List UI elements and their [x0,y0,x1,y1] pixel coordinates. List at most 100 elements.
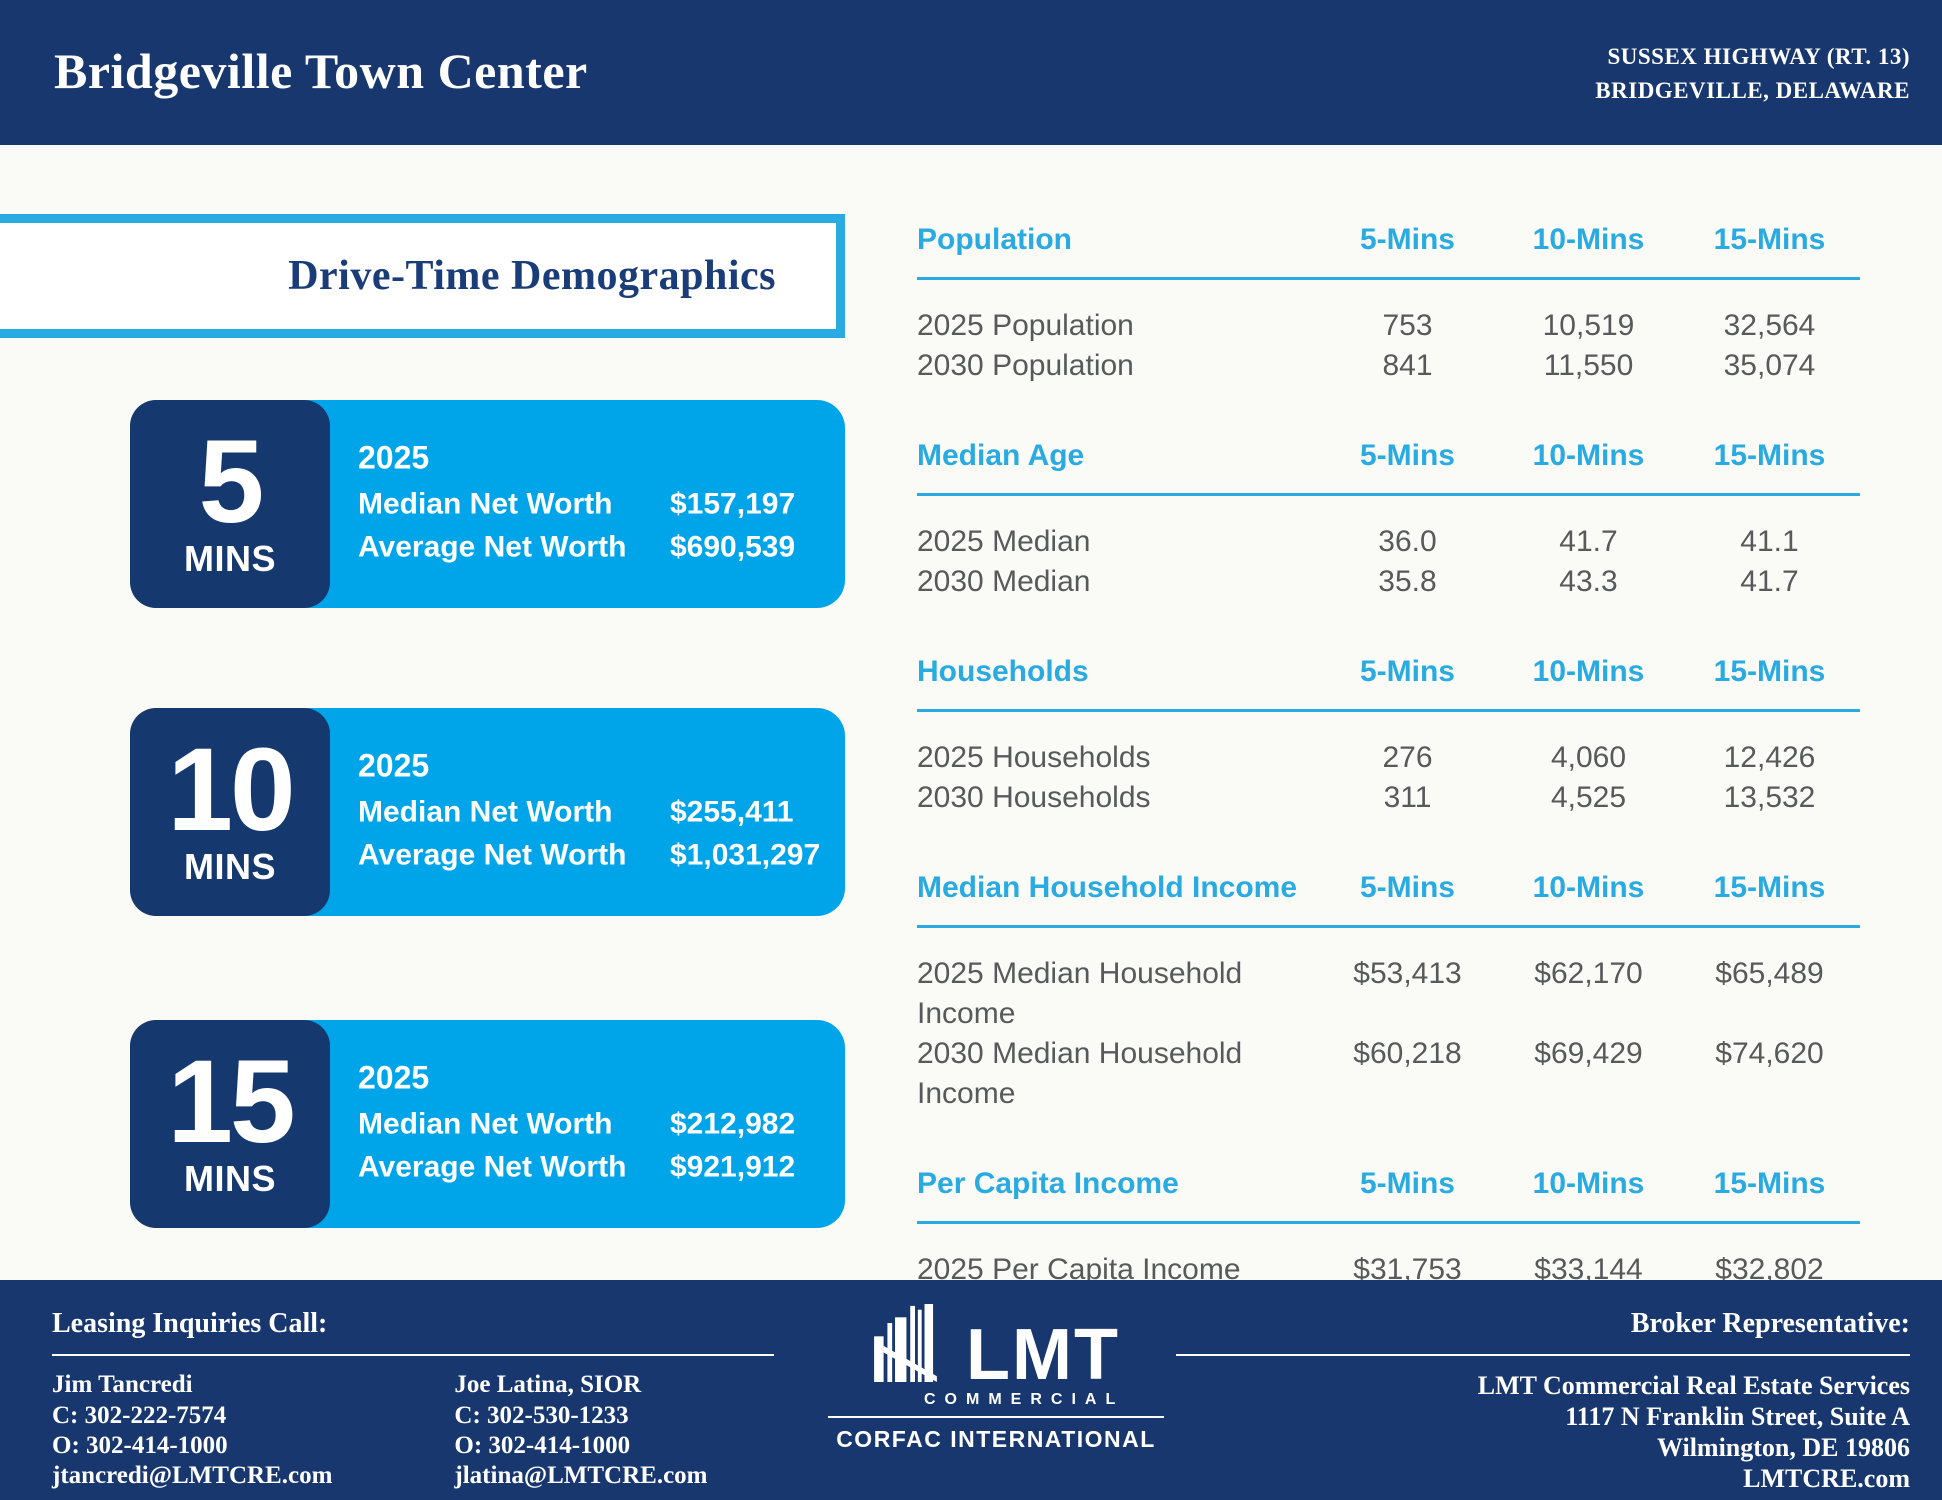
stat-value: $921,912 [670,1150,796,1184]
row-label: 2030 Households [917,781,1151,814]
address-line-1: SUSSEX HIGHWAY (RT. 13) [1607,44,1910,69]
column-header: 10-Mins [1532,439,1645,472]
drive-time-badge-15min: 15 MINS [130,1020,330,1228]
table-row: 2030 Households 311 4,525 13,532 [917,778,1860,818]
drive-time-card-5min: 5 MINS 2025 Median Net Worth $157,197 Av… [130,400,845,608]
table-row: 2030 Population 841 11,550 35,074 [917,346,1860,386]
contact-list: Jim Tancredi C: 302-222-7574 O: 302-414-… [52,1370,708,1491]
table-divider [917,925,1860,928]
table-divider [917,277,1860,280]
drive-time-card-15min: 15 MINS 2025 Median Net Worth $212,982 A… [130,1020,845,1228]
column-header: 10-Mins [1532,871,1645,904]
contact-name: Joe Latina, SIOR [454,1371,642,1398]
broker-city: Wilmington, DE 19806 [1656,1433,1910,1462]
card-stats: 2025 Median Net Worth $212,982 Average N… [358,1060,795,1189]
cell-value: 32,564 [1723,309,1816,342]
leasing-divider [52,1354,774,1356]
cell-value: $65,489 [1715,957,1824,990]
table-households: Households 5-Mins 10-Mins 15-Mins 2025 H… [917,654,1860,818]
logo-commercial-label: COMMERCIAL [924,1391,1125,1408]
column-header: 10-Mins [1532,655,1645,688]
cell-value: 4,060 [1550,741,1627,774]
stat-value: $1,031,297 [670,838,821,872]
card-stats: 2025 Median Net Worth $255,411 Average N… [358,748,820,877]
table-row: 2025 Households 276 4,060 12,426 [917,738,1860,778]
cell-value: 311 [1383,781,1432,814]
column-header: 5-Mins [1359,223,1455,256]
row-label: 2030 Population [917,349,1134,382]
drive-time-card-10min: 10 MINS 2025 Median Net Worth $255,411 A… [130,708,845,916]
cell-value: $60,218 [1353,1037,1462,1070]
card-row: Average Net Worth $921,912 [358,1146,795,1189]
column-header: 10-Mins [1532,223,1645,256]
table-header-row: Median Age 5-Mins 10-Mins 15-Mins [917,438,1860,474]
stat-label: Average Net Worth [358,838,627,872]
leasing-inquiries-title: Leasing Inquiries Call: [52,1308,328,1339]
badge-minutes: 10 [167,724,295,856]
contact-office-phone: O: 302-414-1000 [454,1432,631,1459]
column-header: 5-Mins [1359,1167,1455,1200]
row-label: 2025 Median [917,525,1091,558]
column-header: 5-Mins [1359,871,1455,904]
logo-name: LMT [966,1315,1120,1395]
contact-email: jtancredi@LMTCRE.com [52,1462,333,1489]
cell-value: $69,429 [1534,1037,1643,1070]
column-header: 5-Mins [1359,655,1455,688]
stat-label: Average Net Worth [358,530,627,564]
column-header: 15-Mins [1713,871,1826,904]
badge-mins-label: MINS [184,538,276,579]
row-label: 2025 Median Household Income [917,957,1243,1030]
table-title: Median Household Income [917,871,1298,904]
table-title: Households [917,655,1089,688]
lmt-logo: LMT COMMERCIAL CORFAC INTERNATIONAL [828,1304,1164,1453]
stat-value: $157,197 [670,487,796,521]
cell-value: $74,620 [1715,1037,1824,1070]
stat-label: Median Net Worth [358,795,613,829]
contact-cell-phone: C: 302-530-1233 [454,1402,629,1429]
table-divider [917,709,1860,712]
contact-joe-latina: Joe Latina, SIOR C: 302-530-1233 O: 302-… [454,1370,707,1491]
column-header: 10-Mins [1532,1167,1645,1200]
card-row: Average Net Worth $690,539 [358,526,795,569]
contact-name: Jim Tancredi [52,1371,193,1398]
row-label: 2025 Households [917,741,1151,774]
contact-jim-tancredi: Jim Tancredi C: 302-222-7574 O: 302-414-… [52,1370,332,1491]
table-header-row: Households 5-Mins 10-Mins 15-Mins [917,654,1860,690]
drive-time-badge-5min: 5 MINS [130,400,330,608]
broker-website: LMTCRE.com [1743,1464,1910,1493]
table-row: 2030 Median Household Income $60,218 $69… [917,1034,1860,1114]
property-title: Bridgeville Town Center [54,43,588,99]
logo-divider [828,1416,1164,1418]
lmt-building-icon [872,1304,958,1387]
table-row: 2025 Median 36.0 41.7 41.1 [917,522,1860,562]
table-row: 2025 Median Household Income $53,413 $62… [917,954,1860,1034]
drive-time-badge-10min: 10 MINS [130,708,330,916]
table-row: 2030 Median 35.8 43.3 41.7 [917,562,1860,602]
badge-mins-label: MINS [184,846,276,887]
cell-value: 4,525 [1550,781,1627,814]
stat-value: $690,539 [670,530,796,564]
table-title: Per Capita Income [917,1167,1179,1200]
column-header: 5-Mins [1359,439,1455,472]
broker-company: LMT Commercial Real Estate Services [1477,1371,1910,1400]
cell-value: 35.8 [1378,565,1437,598]
card-row: Median Net Worth $157,197 [358,483,795,526]
cell-value: 36.0 [1378,525,1437,558]
stat-value: $255,411 [670,795,794,829]
table-title: Median Age [917,439,1085,472]
footer-bar: Leasing Inquiries Call: Jim Tancredi C: … [0,1280,1942,1500]
table-population: Population 5-Mins 10-Mins 15-Mins 2025 P… [917,222,1860,386]
broker-address: LMT Commercial Real Estate Services 1117… [1478,1370,1910,1494]
card-row: Average Net Worth $1,031,297 [358,834,820,877]
cell-value: $62,170 [1534,957,1643,990]
table-title: Population [917,223,1072,256]
cell-value: 276 [1382,741,1433,774]
table-median-household-income: Median Household Income 5-Mins 10-Mins 1… [917,870,1860,1114]
broker-representative-title: Broker Representative: [1630,1308,1910,1339]
card-row: Median Net Worth $255,411 [358,791,820,834]
logo-affiliation: CORFAC INTERNATIONAL [836,1426,1156,1452]
card-year: 2025 [358,747,430,784]
stat-label: Median Net Worth [358,1107,613,1141]
stat-label: Median Net Worth [358,487,613,521]
